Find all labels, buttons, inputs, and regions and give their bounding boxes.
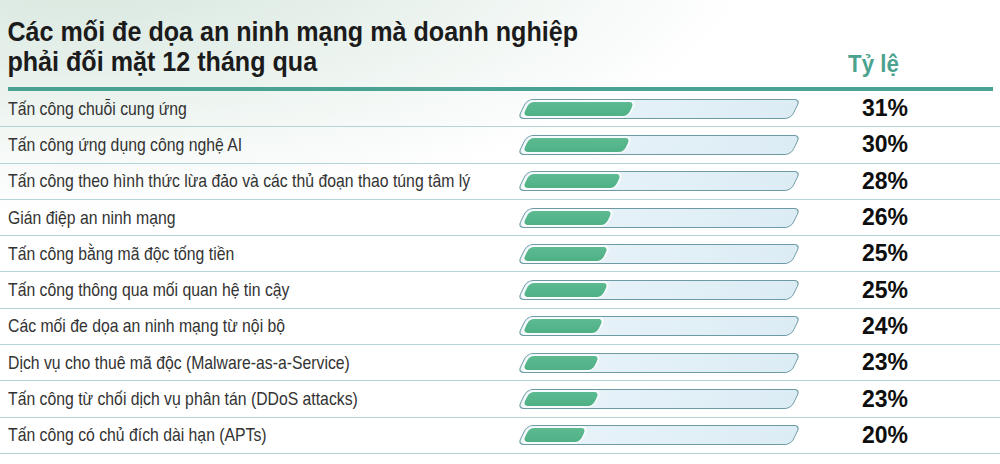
bar-wrap (508, 353, 818, 373)
bar-wrap (508, 280, 818, 300)
bar-fill (523, 428, 587, 442)
bar-wrap (508, 208, 818, 228)
percent-value: 31% (862, 95, 908, 122)
bar-track (517, 280, 801, 300)
bar-wrap (508, 135, 818, 155)
threat-label: Tấn công từ chối dịch vụ phân tán (DDoS … (8, 388, 423, 410)
percent-value: 28% (862, 168, 908, 195)
bar-fill (523, 247, 609, 261)
bar-wrap (508, 389, 818, 409)
percent-value: 23% (862, 349, 908, 376)
bar-fill (523, 211, 613, 225)
percent-value: 24% (862, 313, 908, 340)
bar-track (517, 425, 801, 445)
bar-wrap (508, 171, 818, 191)
bar-fill (523, 319, 604, 333)
bar-wrap (508, 99, 818, 119)
bar-fill (523, 392, 600, 406)
bar-track (517, 208, 801, 228)
percent-value: 25% (862, 240, 908, 267)
threat-label: Tấn công theo hình thức lừa đảo và các t… (8, 170, 423, 192)
chart-rows: Tấn công chuỗi cung ứng 31% Tấn công ứng… (0, 91, 1000, 454)
percent-value: 26% (862, 204, 908, 231)
percent-value: 25% (862, 277, 908, 304)
chart-row: Tấn công chuỗi cung ứng 31% (0, 91, 1000, 127)
chart-row: Các mối đe dọa an ninh mạng từ nội bộ 24… (0, 309, 1000, 345)
percent-value: 20% (862, 422, 908, 449)
threat-label: Tấn công thông qua mối quan hệ tin cậy (8, 279, 423, 301)
bar-track (517, 389, 801, 409)
bar-fill (523, 356, 600, 370)
chart-title-line2: phải đối mặt 12 tháng qua (7, 47, 930, 77)
percent-value: 23% (862, 386, 908, 413)
bar-fill (523, 102, 635, 116)
bar-track (517, 99, 801, 119)
chart-row: Tấn công bằng mã độc tống tiền 25% (0, 236, 1000, 272)
chart-row: Tấn công từ chối dịch vụ phân tán (DDoS … (0, 381, 1000, 417)
threat-chart: Các mối đe dọa an ninh mạng mà doanh ngh… (0, 0, 1000, 464)
chart-row: Tấn công có chủ đích dài hạn (APTs) 20% (0, 418, 1000, 454)
bar-fill (523, 283, 609, 297)
chart-title: Các mối đe dọa an ninh mạng mà doanh ngh… (0, 0, 930, 77)
chart-row: Tấn công ứng dụng công nghệ AI 30% (0, 127, 1000, 163)
bar-fill (523, 138, 631, 152)
chart-row: Dịch vụ cho thuê mã độc (Malware-as-a-Se… (0, 345, 1000, 381)
bar-track (517, 316, 801, 336)
threat-label: Tấn công có chủ đích dài hạn (APTs) (8, 424, 423, 446)
threat-label: Dịch vụ cho thuê mã độc (Malware-as-a-Se… (8, 352, 423, 374)
threat-label: Gián điệp an ninh mạng (8, 207, 423, 229)
chart-row: Tấn công thông qua mối quan hệ tin cậy 2… (0, 272, 1000, 308)
threat-label: Tấn công chuỗi cung ứng (8, 98, 423, 120)
bar-wrap (508, 425, 818, 445)
bar-track (517, 171, 801, 191)
bar-track (517, 244, 801, 264)
threat-label: Tấn công bằng mã độc tống tiền (8, 243, 423, 265)
chart-title-line1: Các mối đe dọa an ninh mạng mà doanh ngh… (7, 17, 930, 47)
rate-column-header: Tỷ lệ (848, 50, 899, 78)
bar-wrap (508, 244, 818, 264)
chart-row: Tấn công theo hình thức lừa đảo và các t… (0, 164, 1000, 200)
bar-fill (523, 174, 622, 188)
threat-label: Tấn công ứng dụng công nghệ AI (8, 134, 423, 156)
percent-value: 30% (862, 131, 908, 158)
chart-row: Gián điệp an ninh mạng 26% (0, 200, 1000, 236)
bar-track (517, 353, 801, 373)
bar-track (517, 135, 801, 155)
bar-wrap (508, 316, 818, 336)
threat-label: Các mối đe dọa an ninh mạng từ nội bộ (8, 315, 423, 337)
